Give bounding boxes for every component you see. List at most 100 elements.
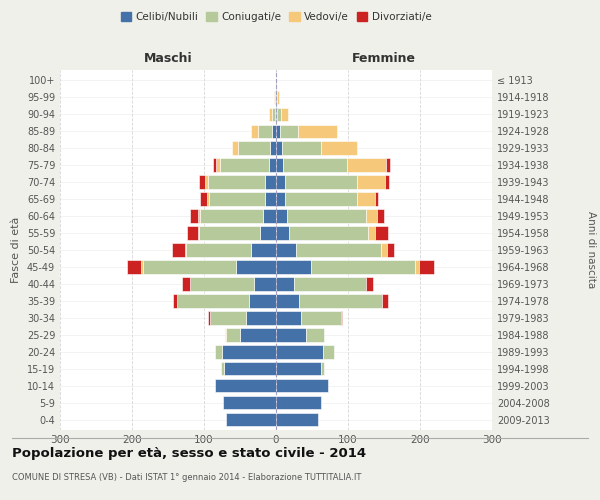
- Bar: [221, 362, 224, 376]
- Bar: [276, 124, 280, 138]
- Bar: [284, 176, 356, 188]
- Bar: [236, 260, 276, 274]
- Bar: [274, 90, 275, 104]
- Bar: [366, 278, 373, 290]
- Bar: [376, 226, 388, 239]
- Bar: [276, 90, 277, 104]
- Bar: [296, 244, 381, 256]
- Bar: [356, 192, 374, 205]
- Bar: [299, 294, 382, 308]
- Bar: [415, 260, 419, 274]
- Bar: [322, 142, 358, 154]
- Bar: [272, 124, 276, 138]
- Bar: [238, 142, 270, 154]
- Bar: [276, 142, 282, 154]
- Bar: [172, 244, 185, 256]
- Bar: [269, 108, 272, 121]
- Bar: [387, 244, 394, 256]
- Bar: [276, 108, 277, 121]
- Bar: [197, 226, 199, 239]
- Text: Maschi: Maschi: [143, 52, 193, 65]
- Bar: [208, 312, 210, 324]
- Bar: [276, 312, 301, 324]
- Bar: [265, 176, 276, 188]
- Bar: [377, 210, 384, 222]
- Bar: [232, 142, 238, 154]
- Bar: [276, 328, 306, 342]
- Bar: [142, 260, 143, 274]
- Legend: Celibi/Nubili, Coniugati/e, Vedovi/e, Divorziati/e: Celibi/Nubili, Coniugati/e, Vedovi/e, Di…: [119, 10, 433, 24]
- Bar: [382, 294, 388, 308]
- Bar: [272, 108, 275, 121]
- Bar: [190, 278, 254, 290]
- Bar: [260, 226, 276, 239]
- Bar: [294, 278, 366, 290]
- Bar: [143, 260, 236, 274]
- Bar: [186, 244, 251, 256]
- Bar: [182, 278, 190, 290]
- Bar: [366, 210, 377, 222]
- Bar: [263, 210, 276, 222]
- Bar: [215, 346, 222, 358]
- Bar: [277, 90, 279, 104]
- Bar: [276, 362, 320, 376]
- Bar: [258, 124, 272, 138]
- Bar: [298, 124, 337, 138]
- Bar: [226, 328, 240, 342]
- Bar: [254, 278, 276, 290]
- Bar: [419, 260, 434, 274]
- Bar: [289, 226, 368, 239]
- Bar: [269, 158, 276, 172]
- Bar: [209, 192, 265, 205]
- Bar: [205, 176, 208, 188]
- Bar: [311, 260, 415, 274]
- Bar: [276, 192, 284, 205]
- Bar: [386, 158, 390, 172]
- Bar: [320, 362, 324, 376]
- Bar: [199, 176, 205, 188]
- Bar: [210, 312, 246, 324]
- Bar: [199, 226, 260, 239]
- Bar: [276, 278, 294, 290]
- Bar: [276, 413, 318, 426]
- Bar: [275, 108, 276, 121]
- Bar: [276, 379, 328, 392]
- Bar: [277, 108, 281, 121]
- Text: Popolazione per età, sesso e stato civile - 2014: Popolazione per età, sesso e stato civil…: [12, 448, 366, 460]
- Bar: [306, 328, 324, 342]
- Bar: [200, 192, 207, 205]
- Bar: [275, 90, 276, 104]
- Bar: [280, 124, 298, 138]
- Bar: [220, 158, 269, 172]
- Bar: [385, 176, 389, 188]
- Bar: [207, 192, 209, 205]
- Bar: [246, 312, 276, 324]
- Bar: [215, 379, 276, 392]
- Bar: [301, 312, 341, 324]
- Bar: [276, 226, 289, 239]
- Bar: [276, 260, 311, 274]
- Bar: [276, 346, 323, 358]
- Bar: [222, 346, 276, 358]
- Bar: [368, 226, 376, 239]
- Bar: [281, 108, 288, 121]
- Bar: [216, 158, 220, 172]
- Bar: [374, 192, 378, 205]
- Bar: [276, 244, 296, 256]
- Bar: [187, 226, 197, 239]
- Bar: [173, 294, 176, 308]
- Bar: [198, 210, 200, 222]
- Bar: [282, 142, 322, 154]
- Bar: [226, 413, 276, 426]
- Bar: [240, 328, 276, 342]
- Bar: [208, 176, 265, 188]
- Text: Anni di nascita: Anni di nascita: [586, 212, 596, 288]
- Text: COMUNE DI STRESA (VB) - Dati ISTAT 1° gennaio 2014 - Elaborazione TUTTITALIA.IT: COMUNE DI STRESA (VB) - Dati ISTAT 1° ge…: [12, 472, 361, 482]
- Bar: [276, 396, 320, 409]
- Y-axis label: Fasce di età: Fasce di età: [11, 217, 21, 283]
- Bar: [356, 176, 385, 188]
- Text: Femmine: Femmine: [352, 52, 416, 65]
- Bar: [287, 210, 366, 222]
- Bar: [283, 158, 347, 172]
- Bar: [323, 346, 334, 358]
